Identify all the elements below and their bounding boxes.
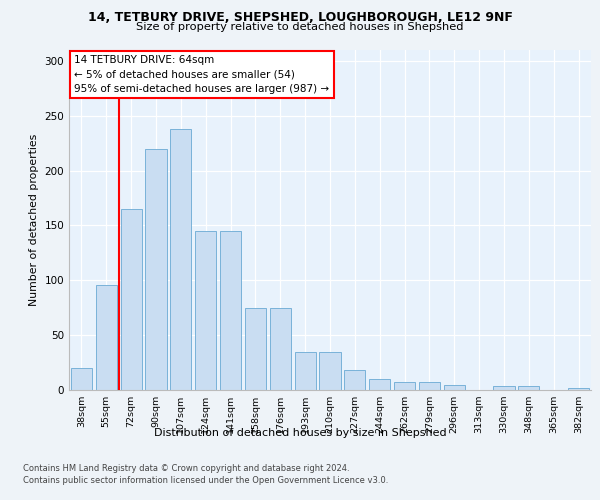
Y-axis label: Number of detached properties: Number of detached properties: [29, 134, 39, 306]
Bar: [245, 308, 266, 390]
Bar: [145, 148, 167, 390]
Bar: [444, 384, 465, 390]
Bar: [71, 368, 92, 390]
Bar: [369, 379, 390, 390]
Bar: [394, 382, 415, 390]
Bar: [270, 308, 291, 390]
Bar: [170, 129, 191, 390]
Text: Contains HM Land Registry data © Crown copyright and database right 2024.: Contains HM Land Registry data © Crown c…: [23, 464, 349, 473]
Text: Size of property relative to detached houses in Shepshed: Size of property relative to detached ho…: [136, 22, 464, 32]
Bar: [195, 231, 216, 390]
Bar: [319, 352, 341, 390]
Bar: [568, 388, 589, 390]
Text: Distribution of detached houses by size in Shepshed: Distribution of detached houses by size …: [154, 428, 446, 438]
Bar: [518, 386, 539, 390]
Bar: [419, 382, 440, 390]
Text: 14 TETBURY DRIVE: 64sqm
← 5% of detached houses are smaller (54)
95% of semi-det: 14 TETBURY DRIVE: 64sqm ← 5% of detached…: [74, 55, 329, 94]
Bar: [220, 231, 241, 390]
Text: 14, TETBURY DRIVE, SHEPSHED, LOUGHBOROUGH, LE12 9NF: 14, TETBURY DRIVE, SHEPSHED, LOUGHBOROUG…: [88, 11, 512, 24]
Bar: [344, 370, 365, 390]
Bar: [121, 209, 142, 390]
Bar: [295, 352, 316, 390]
Text: Contains public sector information licensed under the Open Government Licence v3: Contains public sector information licen…: [23, 476, 388, 485]
Bar: [96, 284, 117, 390]
Bar: [493, 386, 515, 390]
